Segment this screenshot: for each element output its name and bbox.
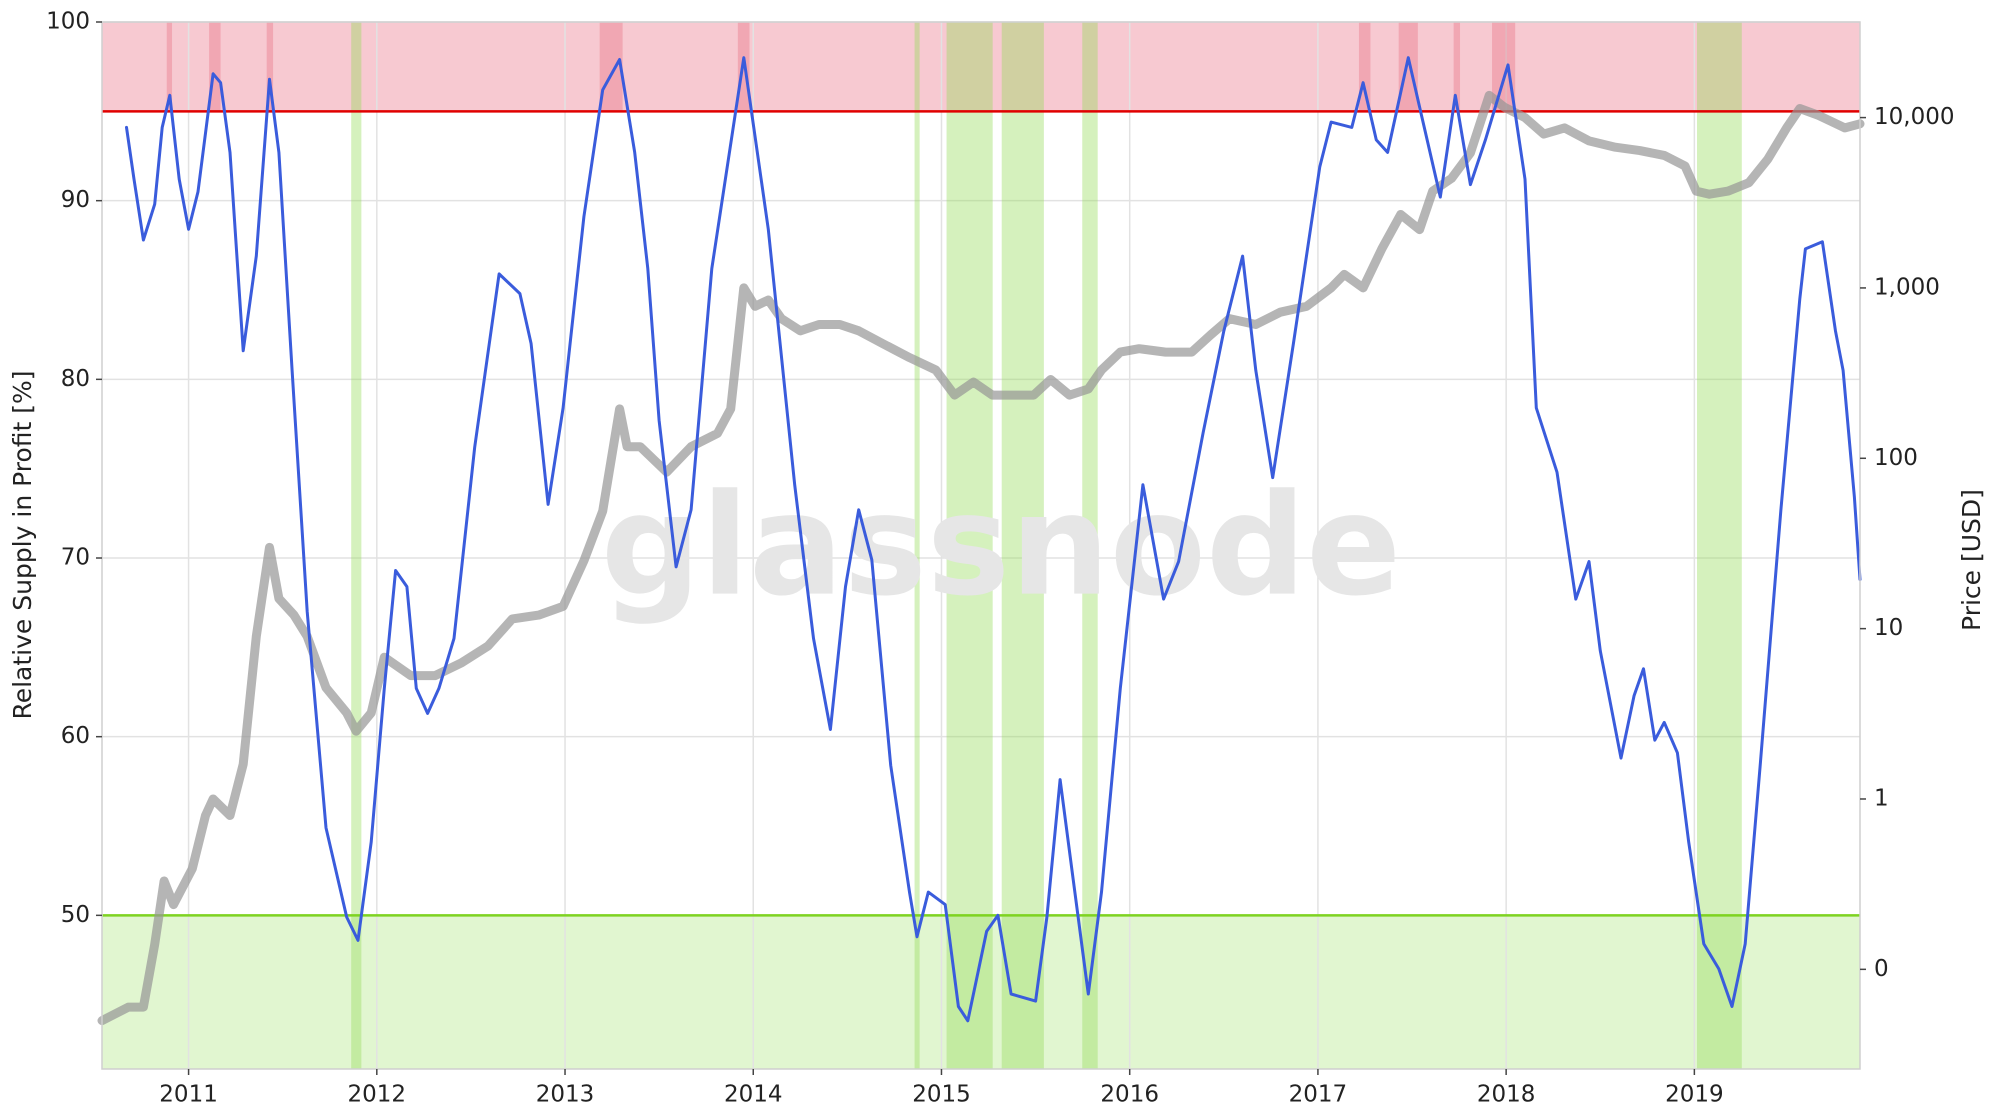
x-tick-label: 2012 xyxy=(348,1082,407,1108)
y2-tick-label: 1,000 xyxy=(1874,274,1940,300)
red-band xyxy=(1398,22,1418,112)
lower-zone xyxy=(102,915,1860,1069)
green-band xyxy=(946,22,993,1069)
green-band xyxy=(1696,22,1742,1069)
red-band xyxy=(209,22,221,112)
x-tick-label: 2016 xyxy=(1100,1082,1159,1108)
green-band xyxy=(1001,22,1044,1069)
y-tick-label: 80 xyxy=(61,366,90,392)
green-band xyxy=(1082,22,1098,1069)
red-band xyxy=(266,22,274,112)
y2-axis-label: Price [USD] xyxy=(1957,489,1986,631)
green-band xyxy=(351,22,362,1069)
y2-tick-label: 100 xyxy=(1874,445,1918,471)
plot-frame xyxy=(101,21,1861,1070)
x-tick-label: 2014 xyxy=(724,1082,783,1108)
x-tick-label: 2018 xyxy=(1477,1082,1536,1108)
red-band xyxy=(1492,22,1516,112)
y2-tick-label: 10,000 xyxy=(1874,104,1954,130)
x-tick-label: 2017 xyxy=(1289,1082,1348,1108)
y-tick-label: 50 xyxy=(61,902,90,928)
red-band xyxy=(166,22,173,112)
red-band xyxy=(1453,22,1461,112)
y-axis-label: Relative Supply in Profit [%] xyxy=(8,370,37,719)
green-band xyxy=(914,22,920,1069)
x-tick-label: 2011 xyxy=(159,1082,218,1108)
y-tick-label: 100 xyxy=(46,9,90,35)
x-tick-label: 2013 xyxy=(536,1082,595,1108)
series-line xyxy=(125,56,1862,1023)
y-tick-label: 90 xyxy=(61,187,90,213)
y-tick-label: 60 xyxy=(61,723,90,749)
red-band xyxy=(599,22,623,112)
upper-zone xyxy=(102,22,1860,112)
x-tick-label: 2015 xyxy=(912,1082,971,1108)
watermark: glassnode xyxy=(601,465,1401,628)
y2-tick-label: 0 xyxy=(1874,956,1889,982)
series-line xyxy=(97,90,1865,1026)
y2-tick-label: 1 xyxy=(1874,785,1889,811)
y-tick-label: 70 xyxy=(61,545,90,571)
y2-tick-label: 10 xyxy=(1874,615,1903,641)
red-band xyxy=(1358,22,1371,112)
x-tick-label: 2019 xyxy=(1665,1082,1724,1108)
